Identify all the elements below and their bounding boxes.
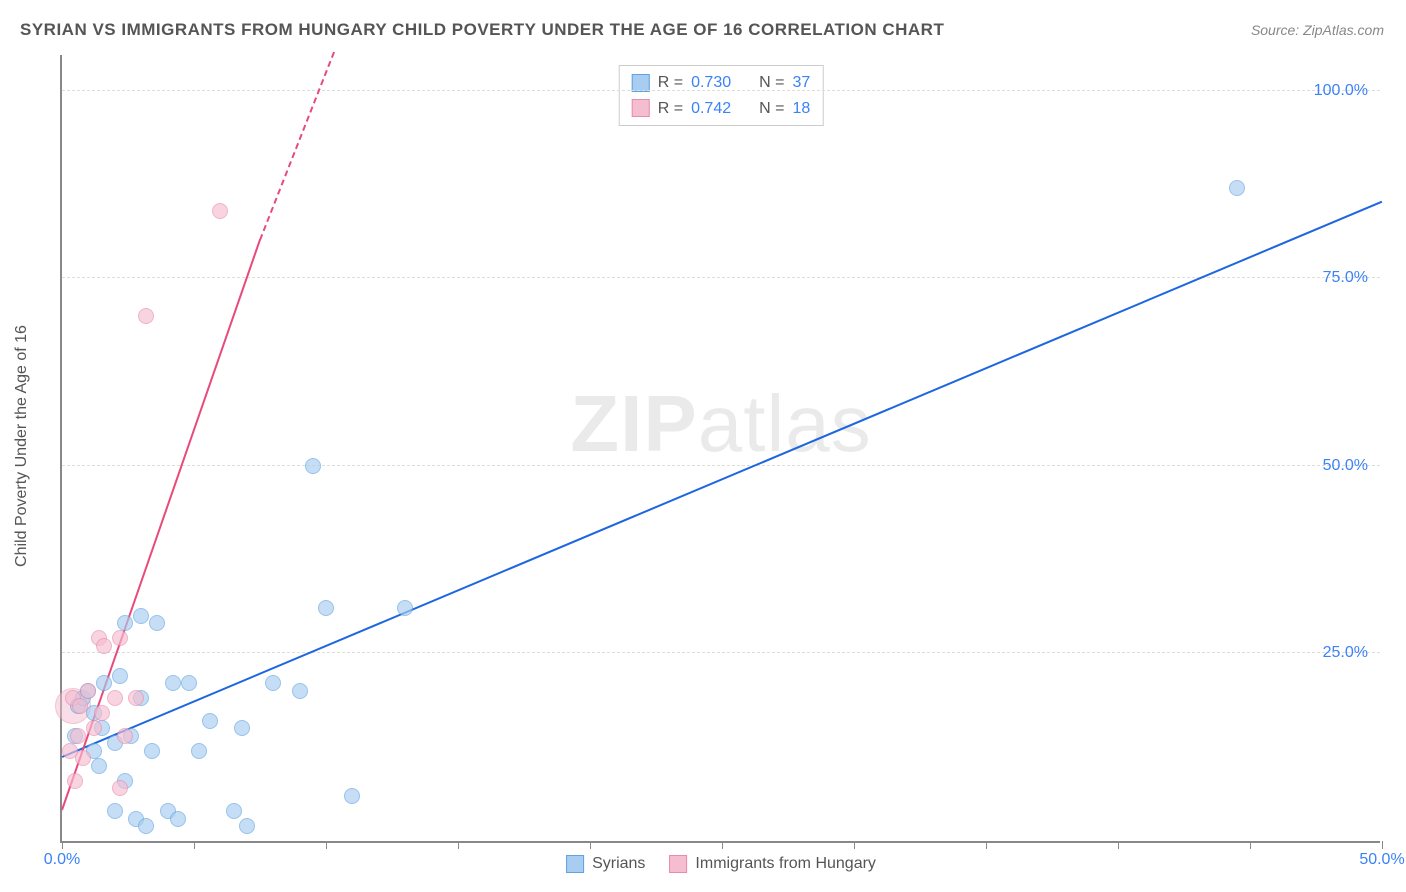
scatter-point [117, 728, 133, 744]
scatter-point [128, 690, 144, 706]
legend-swatch [566, 855, 584, 873]
x-axis-tick [62, 841, 63, 849]
scatter-point [165, 675, 181, 691]
legend-swatch [632, 99, 650, 117]
scatter-point [80, 683, 96, 699]
legend-r-value: 0.742 [691, 96, 731, 122]
legend-item: Syrians [566, 855, 645, 873]
chart-title: SYRIAN VS IMMIGRANTS FROM HUNGARY CHILD … [20, 20, 944, 40]
legend-label: Syrians [592, 855, 645, 873]
x-axis-tick [1118, 841, 1119, 849]
x-axis-tick [1250, 841, 1251, 849]
scatter-point [305, 458, 321, 474]
scatter-point [107, 803, 123, 819]
scatter-point [202, 713, 218, 729]
watermark-zip: ZIP [570, 379, 697, 468]
scatter-point [226, 803, 242, 819]
scatter-point [144, 743, 160, 759]
watermark-atlas: atlas [698, 379, 872, 468]
scatter-point [234, 720, 250, 736]
watermark: ZIPatlas [570, 378, 871, 470]
gridline-horizontal [62, 90, 1380, 91]
scatter-point [91, 758, 107, 774]
trend-line [62, 201, 1383, 758]
scatter-point [94, 705, 110, 721]
scatter-point [133, 608, 149, 624]
scatter-point [191, 743, 207, 759]
scatter-point [265, 675, 281, 691]
scatter-point [112, 780, 128, 796]
scatter-point [112, 630, 128, 646]
legend-swatch [669, 855, 687, 873]
gridline-horizontal [62, 652, 1380, 653]
x-axis-tick [326, 841, 327, 849]
legend-n-label: N = [759, 96, 784, 122]
y-axis-label: Child Poverty Under the Age of 16 [13, 325, 31, 567]
scatter-point [170, 811, 186, 827]
y-tick-label: 100.0% [1314, 82, 1368, 100]
y-tick-label: 50.0% [1323, 457, 1368, 475]
trend-line [259, 52, 335, 240]
legend-label: Immigrants from Hungary [695, 855, 876, 873]
legend-item: Immigrants from Hungary [669, 855, 876, 873]
x-axis-tick [722, 841, 723, 849]
legend-r-value: 0.730 [691, 70, 731, 96]
x-axis-tick [854, 841, 855, 849]
scatter-point [70, 728, 86, 744]
x-axis-tick [458, 841, 459, 849]
y-tick-label: 75.0% [1323, 269, 1368, 287]
legend-r-label: R = [658, 70, 683, 96]
scatter-point [239, 818, 255, 834]
correlation-legend: R = 0.730 N = 37 R = 0.742 N = 18 [619, 65, 824, 126]
x-tick-label: 50.0% [1359, 851, 1404, 869]
scatter-point [344, 788, 360, 804]
scatter-point [212, 203, 228, 219]
scatter-point [107, 690, 123, 706]
x-tick-label: 0.0% [44, 851, 80, 869]
x-axis-tick [1382, 841, 1383, 849]
scatter-point [96, 638, 112, 654]
gridline-horizontal [62, 465, 1380, 466]
legend-r-label: R = [658, 96, 683, 122]
y-tick-label: 25.0% [1323, 644, 1368, 662]
gridline-horizontal [62, 277, 1380, 278]
x-axis-tick [986, 841, 987, 849]
scatter-point [86, 720, 102, 736]
scatter-point [292, 683, 308, 699]
legend-n-value: 18 [792, 96, 810, 122]
source-label: Source: ZipAtlas.com [1251, 22, 1384, 38]
scatter-point [96, 675, 112, 691]
scatter-point [138, 308, 154, 324]
series-legend: Syrians Immigrants from Hungary [566, 855, 876, 873]
legend-n-label: N = [759, 70, 784, 96]
scatter-point [67, 773, 83, 789]
scatter-point [138, 818, 154, 834]
scatter-point [181, 675, 197, 691]
legend-row: R = 0.730 N = 37 [632, 70, 811, 96]
x-axis-tick [194, 841, 195, 849]
x-axis-tick [590, 841, 591, 849]
scatter-point [72, 698, 88, 714]
scatter-point [75, 750, 91, 766]
scatter-point [318, 600, 334, 616]
scatter-point [397, 600, 413, 616]
plot-area: ZIPatlas R =0.730N =37R =0.742N =18 Syri… [60, 55, 1380, 843]
scatter-point [117, 615, 133, 631]
scatter-point [112, 668, 128, 684]
legend-row: R = 0.742 N = 18 [632, 96, 811, 122]
scatter-point [1229, 180, 1245, 196]
legend-n-value: 37 [792, 70, 810, 96]
scatter-point [149, 615, 165, 631]
